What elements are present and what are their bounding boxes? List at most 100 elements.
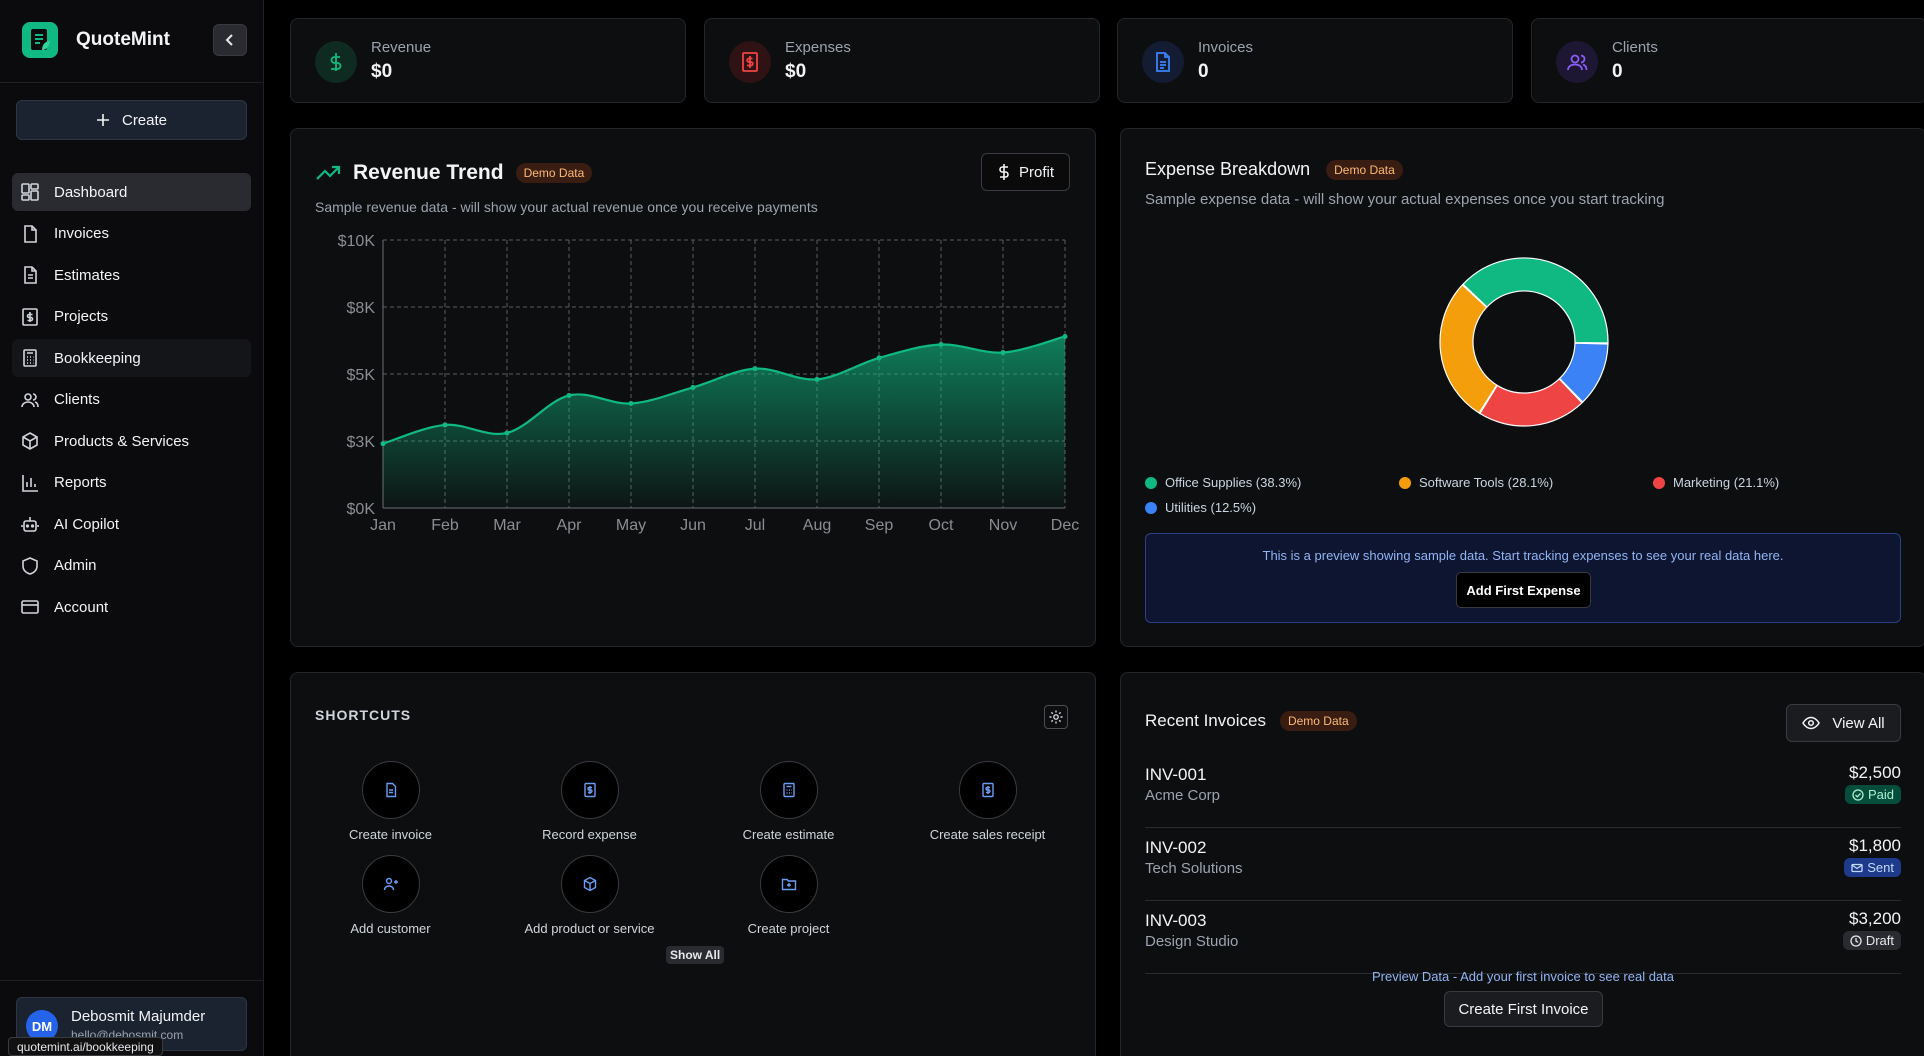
revenue-point[interactable] — [504, 430, 510, 436]
stat-value: 0 — [1612, 61, 1623, 82]
create-button-label: Create — [121, 111, 168, 129]
add-first-expense-button[interactable]: Add First Expense — [1456, 572, 1591, 608]
revenue-point[interactable] — [876, 355, 882, 361]
stat-label: Expenses — [785, 39, 851, 56]
shortcut-label: Create invoice — [348, 827, 433, 842]
shortcut-add-customer[interactable]: Add customer — [291, 855, 490, 936]
shortcut-label: Add customer — [350, 921, 431, 936]
file-text-icon — [24, 266, 37, 284]
revenue-point[interactable] — [380, 441, 386, 447]
stat-card-invoices[interactable]: Invoices 0 — [1117, 18, 1513, 103]
x-tick-label: Feb — [431, 517, 459, 534]
stat-card-clients[interactable]: Clients 0 — [1531, 18, 1924, 103]
invoice-row[interactable]: INV-002 Tech Solutions $1,800 Sent — [1145, 828, 1901, 901]
preview-note: Preview Data - Add your first invoice to… — [1371, 969, 1675, 984]
sidebar-item-label: Invoices — [54, 225, 110, 242]
expense-breakdown-panel: Expense Breakdown Demo Data Sample expen… — [1120, 128, 1924, 647]
sidebar-item-dashboard[interactable]: Dashboard — [12, 173, 251, 211]
invoice-row[interactable]: INV-003 Design Studio $3,200 Draft — [1145, 901, 1901, 974]
shortcut-add-product-service[interactable]: Add product or service — [490, 855, 689, 936]
shortcut-icon-circle — [361, 855, 420, 913]
pie-slice-office-supplies[interactable] — [1462, 257, 1609, 344]
file-icon — [24, 224, 37, 243]
clock-icon — [1850, 934, 1862, 947]
demo-data-badge: Demo Data — [1326, 159, 1403, 180]
shortcut-record-expense[interactable]: Record expense — [490, 761, 689, 842]
revenue-point[interactable] — [1062, 333, 1068, 339]
show-all-shortcuts-button[interactable]: Show All — [666, 946, 725, 964]
sidebar-item-account[interactable]: Account — [12, 588, 251, 626]
shortcut-create-project[interactable]: Create project — [689, 855, 888, 936]
revenue-trend-title: Revenue Trend Demo Data — [315, 161, 593, 185]
create-button[interactable]: Create — [16, 100, 247, 140]
x-tick-label: Jun — [680, 517, 706, 534]
revenue-point[interactable] — [1000, 350, 1006, 356]
profit-toggle-button[interactable]: Profit — [981, 153, 1070, 191]
create-first-invoice-button[interactable]: Create First Invoice — [1444, 991, 1603, 1027]
sidebar-item-invoices[interactable]: Invoices — [12, 215, 251, 253]
view-all-label: View All — [1832, 714, 1885, 732]
stat-value: 0 — [1198, 61, 1209, 82]
sidebar-item-estimates[interactable]: Estimates — [12, 256, 251, 294]
shortcut-create-sales-receipt[interactable]: Create sales receipt — [888, 761, 1087, 842]
legend-label: Utilities (12.5%) — [1165, 500, 1257, 515]
legend-item: Office Supplies (38.3%) — [1145, 475, 1301, 490]
package-icon — [583, 876, 596, 892]
sidebar-item-ai-copilot[interactable]: AI Copilot — [12, 505, 251, 543]
revenue-point[interactable] — [690, 384, 696, 390]
receipt-icon — [729, 41, 771, 83]
status-badge: Paid — [1844, 785, 1901, 804]
view-all-invoices-button[interactable]: View All — [1786, 704, 1901, 742]
status-label: Paid — [1867, 787, 1894, 802]
shortcut-label: Record expense — [542, 827, 637, 842]
shortcut-create-estimate[interactable]: Create estimate — [689, 761, 888, 842]
shortcuts-settings-button[interactable] — [1044, 705, 1068, 729]
status-badge: Sent — [1844, 858, 1901, 877]
bar-chart-icon — [22, 474, 38, 492]
revenue-point[interactable] — [628, 400, 634, 406]
x-tick-label: Jan — [370, 517, 396, 534]
sidebar-item-admin[interactable]: Admin — [12, 547, 251, 585]
revenue-point[interactable] — [938, 342, 944, 348]
invoice-id: INV-002 — [1145, 838, 1207, 857]
brand[interactable]: QuoteMint — [22, 22, 170, 58]
y-tick-label: $0K — [347, 501, 376, 518]
sidebar-item-label: Dashboard — [54, 183, 128, 201]
revenue-point[interactable] — [442, 422, 448, 428]
sidebar-item-projects[interactable]: Projects — [12, 298, 251, 336]
invoice-id: INV-003 — [1145, 911, 1207, 930]
status-badge: Draft — [1842, 931, 1901, 950]
shortcut-label: Create project — [747, 921, 830, 936]
pie-slice-marketing[interactable] — [1479, 378, 1583, 427]
expense-donut-chart — [1439, 257, 1609, 427]
users-icon — [21, 392, 39, 407]
invoice-client: Acme Corp — [1145, 787, 1221, 804]
sidebar-item-clients[interactable]: Clients — [12, 381, 251, 419]
shortcuts-title: SHORTCUTS — [315, 707, 412, 723]
stat-value: $0 — [785, 61, 807, 82]
stat-card-revenue[interactable]: Revenue $0 — [290, 18, 686, 103]
revenue-point[interactable] — [752, 366, 758, 372]
panel-subtitle: Sample revenue data - will show your act… — [315, 199, 818, 215]
invoice-amount: $2,500 — [1849, 763, 1901, 782]
shortcut-icon-circle — [560, 855, 619, 913]
invoice-row[interactable]: INV-001 Acme Corp $2,500 Paid — [1145, 755, 1901, 828]
sidebar-item-label: AI Copilot — [54, 515, 120, 533]
expense-breakdown-title: Expense Breakdown Demo Data — [1145, 159, 1403, 180]
sidebar-item-products-services[interactable]: Products & Services — [12, 422, 251, 460]
sidebar-item-bookkeeping[interactable]: Bookkeeping — [12, 339, 251, 377]
sidebar-divider — [0, 82, 264, 83]
stat-card-expenses[interactable]: Expenses $0 — [704, 18, 1100, 103]
pie-slice-software-tools[interactable] — [1439, 284, 1498, 414]
revenue-point[interactable] — [566, 392, 572, 398]
revenue-point[interactable] — [814, 376, 820, 382]
revenue-trend-panel: Revenue Trend Demo Data Profit Sample re… — [290, 128, 1096, 647]
eye-icon — [1802, 716, 1821, 730]
pie-slice-utilities[interactable] — [1558, 342, 1609, 403]
calculator-icon — [782, 782, 795, 798]
shortcut-create-invoice[interactable]: Create invoice — [291, 761, 490, 842]
chevron-left-icon — [225, 34, 233, 46]
collapse-sidebar-button[interactable] — [213, 24, 247, 56]
sidebar-item-label: Products & Services — [54, 432, 190, 450]
sidebar-item-reports[interactable]: Reports — [12, 464, 251, 502]
